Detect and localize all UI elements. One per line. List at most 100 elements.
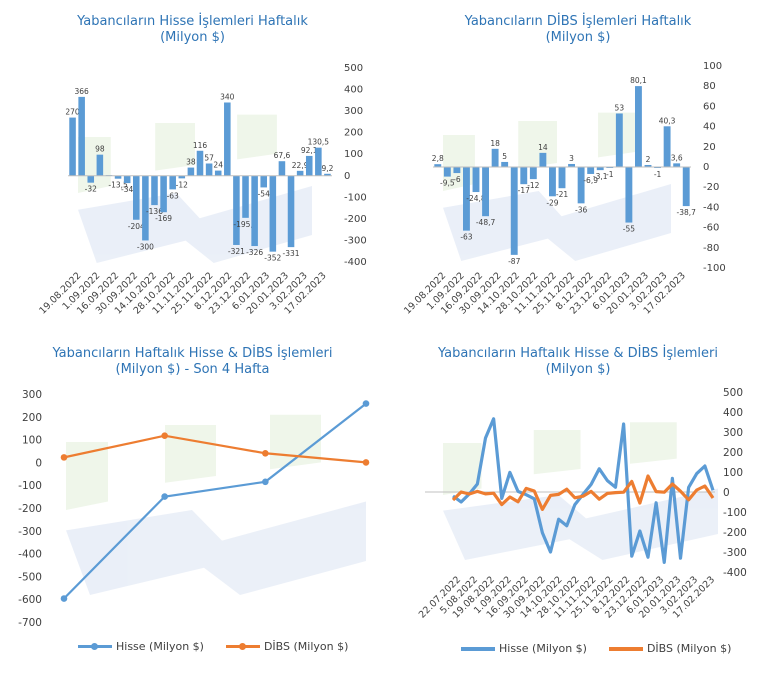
data-label: 116 xyxy=(193,141,208,150)
y-tick-label: 20 xyxy=(703,142,716,153)
data-label: 22,9 xyxy=(292,161,309,170)
series-line xyxy=(451,474,715,511)
chart-title: Yabancıların Haftalık Hisse & DİBS İşlem… xyxy=(0,346,385,378)
data-label: 3,6 xyxy=(671,153,683,162)
bar xyxy=(568,163,575,167)
data-label: -136 xyxy=(146,207,163,216)
y-tick-label: 100 xyxy=(703,61,722,72)
watermark-logo xyxy=(66,414,366,595)
data-label: 14 xyxy=(538,143,548,152)
data-label: -13,5 xyxy=(108,181,128,190)
data-label: -195,1 xyxy=(233,220,257,229)
bar xyxy=(644,164,652,167)
legend-label-hisse: Hisse (Milyon $) xyxy=(116,640,204,653)
bar xyxy=(501,161,509,167)
bar-chart-svg: 100 80 60 40 20 0 -20 -40 -60 -80 -100 2,8 -9,5-6 -63… xyxy=(402,61,726,317)
chart-title-line-1: Yabancıların Haftalık Hisse & DİBS İşlem… xyxy=(438,346,718,361)
data-point xyxy=(161,493,168,500)
data-label: -87 xyxy=(508,257,520,266)
data-label: -352 xyxy=(264,254,281,263)
data-label: -1 xyxy=(606,170,614,179)
bar xyxy=(472,167,480,193)
data-label: -300 xyxy=(137,242,154,251)
bar xyxy=(577,167,585,204)
y-tick-label: 200 xyxy=(22,412,42,424)
bar xyxy=(205,163,213,176)
series-line xyxy=(63,402,367,600)
data-label: -38,7 xyxy=(677,208,697,217)
data-label: 53 xyxy=(615,103,625,112)
y-tick-label: 300 xyxy=(723,427,743,439)
data-label: -17 xyxy=(518,186,530,195)
data-label: 57 xyxy=(204,153,214,162)
y-tick-label: -600 xyxy=(18,594,42,606)
bar xyxy=(87,175,95,183)
bar xyxy=(453,167,461,174)
data-point xyxy=(161,432,168,440)
bar xyxy=(510,167,518,255)
y-tick-label: 200 xyxy=(723,447,743,459)
watermark-shape xyxy=(443,443,482,495)
data-label: -12 xyxy=(527,181,539,190)
series-line xyxy=(63,434,367,464)
bar xyxy=(491,148,499,167)
bar xyxy=(123,175,131,184)
data-label: 40,3 xyxy=(659,116,676,125)
y-tick-label: -700 xyxy=(18,617,42,629)
y-tick-label: -400 xyxy=(18,549,42,561)
bar xyxy=(625,167,633,223)
data-label: 2 xyxy=(646,155,651,164)
data-label: 80,1 xyxy=(630,76,647,85)
y-tick-label: 300 xyxy=(344,106,363,117)
bar xyxy=(434,164,442,167)
y-tick-label: -300 xyxy=(723,547,747,559)
bar xyxy=(682,167,690,207)
data-point xyxy=(60,454,68,461)
chart-title-line-2: (Milyon $) xyxy=(545,30,611,45)
legend-label-hisse: Hisse (Milyon $) xyxy=(499,642,587,655)
legend-label-dibs: DİBS (Milyon $) xyxy=(263,640,349,653)
y-tick-label: -200 xyxy=(344,214,367,225)
data-label: -204 xyxy=(128,222,145,231)
y-tick-label: 400 xyxy=(723,407,743,419)
data-label: 270 xyxy=(65,108,80,117)
watermark-shape xyxy=(78,186,312,263)
legend-swatch-dibs xyxy=(225,642,260,650)
bar xyxy=(114,175,122,179)
watermark-shape xyxy=(155,123,195,171)
data-label: 130,5 xyxy=(308,138,330,147)
data-label: 366 xyxy=(74,87,89,96)
bar xyxy=(260,175,268,188)
watermark-shape xyxy=(78,137,111,193)
y-tick-label: 500 xyxy=(723,387,743,399)
data-label: -1 xyxy=(654,170,662,179)
bar xyxy=(606,167,614,169)
legend-item-hisse: Hisse (Milyon $) xyxy=(461,642,587,655)
bar xyxy=(549,167,556,197)
chart-title-line-1: Yabancıların Haftalık Hisse & DİBS İşlem… xyxy=(52,346,333,361)
data-label: -326 xyxy=(246,248,263,257)
bar xyxy=(635,86,642,167)
y-tick-label: 60 xyxy=(703,101,716,112)
chart-last-4-weeks: Yabancıların Haftalık Hisse & DİBS İşlem… xyxy=(0,340,385,681)
watermark-shape xyxy=(165,425,216,483)
bar xyxy=(520,167,528,185)
watermark-shape xyxy=(443,184,671,261)
data-label: -54 xyxy=(258,189,270,198)
watermark-shape xyxy=(270,414,321,470)
data-point xyxy=(262,478,269,486)
y-tick-label: -300 xyxy=(344,235,367,246)
bar xyxy=(539,152,547,167)
data-label: -12 xyxy=(176,180,188,189)
bar xyxy=(187,167,195,176)
chart-equity-dibs-weekly: Yabancıların Haftalık Hisse & DİBS İşlem… xyxy=(385,340,771,681)
data-label: -63 xyxy=(167,191,179,200)
data-label: -34 xyxy=(121,185,133,194)
chart-title-line-1: Yabancıların DİBS İşlemleri Haftalık xyxy=(464,14,692,29)
bar xyxy=(178,175,186,179)
bar xyxy=(615,113,623,167)
y-tick-label: -100 xyxy=(18,480,42,492)
bar xyxy=(663,126,671,167)
data-label: 340 xyxy=(220,92,235,101)
data-label: -6 xyxy=(453,175,461,184)
